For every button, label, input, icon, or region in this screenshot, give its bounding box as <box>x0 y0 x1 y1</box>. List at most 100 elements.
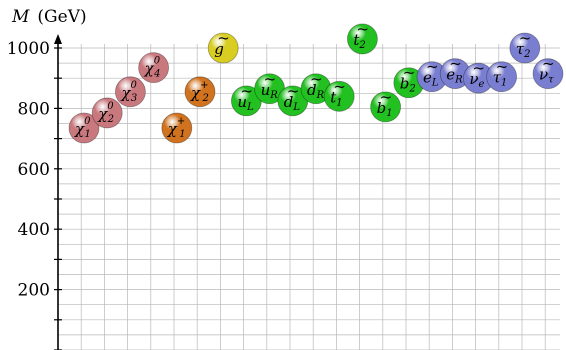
point-label-tilde: ~ <box>356 20 369 38</box>
y-axis-arrow <box>54 34 62 44</box>
data-point: χ0 1 <box>68 112 100 144</box>
point-label-base: τ <box>493 69 502 87</box>
data-point: t2~ <box>346 20 378 55</box>
y-axis-label: M (GeV) <box>11 7 87 27</box>
point-marker <box>486 61 518 93</box>
point-label: χ0 3 <box>120 80 137 104</box>
point-label-sub: τ <box>548 75 554 86</box>
point-label-base: χ <box>97 105 108 123</box>
y-axis-label-unit: (GeV) <box>37 7 86 27</box>
data-point: χ0 2 <box>91 97 123 129</box>
point-label-base: ν <box>469 70 478 88</box>
data-point: g~ <box>207 29 239 64</box>
point-label: dR <box>307 81 325 101</box>
point-label-base: χ <box>74 120 85 138</box>
point-marker <box>370 91 402 123</box>
data-point: b1~ <box>370 88 402 123</box>
point-label-base: b <box>377 99 387 117</box>
data-point: ντ~ <box>532 55 564 90</box>
point-label-sub: 1 <box>501 78 507 89</box>
point-label-tilde: ~ <box>264 70 277 88</box>
point-label-tilde: ~ <box>310 70 323 88</box>
data-point: τ2~ <box>509 29 541 64</box>
data-point: χ+ 2 <box>184 76 216 108</box>
point-label: eL <box>423 69 439 89</box>
point-marker <box>161 112 193 144</box>
point-label-sub: 2 <box>358 40 365 51</box>
point-label-base: e <box>446 66 455 84</box>
point-label: t1 <box>330 88 342 108</box>
data-point: χ0 4 <box>138 52 170 84</box>
point-label-base: d <box>284 93 294 111</box>
point-marker <box>114 76 146 108</box>
point-label: χ+ 1 <box>167 116 186 140</box>
point-label-base: t <box>330 88 337 106</box>
point-label-tilde: ~ <box>240 82 253 100</box>
point-label-sub: e <box>479 79 485 90</box>
y-axis <box>54 34 62 350</box>
point-label-base: χ <box>144 60 155 78</box>
y-tick-label: 800 <box>18 99 50 119</box>
point-marker <box>346 23 378 55</box>
point-label-sub: 4 <box>153 69 160 80</box>
point-label-sub: 1 <box>179 129 185 140</box>
point-label: t2 <box>353 31 365 51</box>
points: χ0 1χ0 2χ0 3χ0 4χ+ 1χ+ 2g~uL~ uR~dL~ dR~t1~t2~b1… <box>68 20 564 144</box>
point-label: χ0 2 <box>97 101 114 125</box>
point-marker <box>532 58 564 90</box>
data-point: τ1~ <box>486 58 518 93</box>
point-label: dL <box>284 93 301 113</box>
point-marker <box>207 32 239 64</box>
point-label-base: d <box>307 81 317 99</box>
point-label-sub: 2 <box>408 84 415 95</box>
point-label-sub: 3 <box>131 93 137 104</box>
point-label-sub: 1 <box>84 129 90 140</box>
point-label-tilde: ~ <box>449 55 462 73</box>
point-label-tilde: ~ <box>426 58 439 76</box>
point-label-sub: L <box>431 78 439 89</box>
point-label-sup: + <box>200 80 208 91</box>
point-label-base: χ <box>190 84 201 102</box>
point-label-base: b <box>400 75 410 93</box>
point-label-tilde: ~ <box>217 29 230 47</box>
point-label: g <box>214 40 224 58</box>
point-marker <box>323 80 355 112</box>
data-point: eR~ <box>439 55 471 90</box>
point-label: eR <box>446 66 463 86</box>
point-label-tilde: ~ <box>519 29 532 47</box>
data-point: χ+ 1 <box>161 112 193 144</box>
point-label-base: χ <box>167 120 178 138</box>
data-point: uR~ <box>254 70 286 105</box>
y-ticks: 200 400 600 800 1000 <box>7 39 62 350</box>
point-label-sub: 2 <box>107 114 114 125</box>
point-marker <box>184 76 216 108</box>
point-label-tilde: ~ <box>380 88 393 106</box>
point-label: χ+ 2 <box>190 80 209 104</box>
point-label-sub: 2 <box>523 49 530 60</box>
point-label: νe <box>469 70 484 90</box>
point-label-base: χ <box>120 84 131 102</box>
point-label: uL <box>237 93 254 113</box>
point-label-sup: 0 <box>84 116 91 127</box>
point-label-sub: 2 <box>201 93 208 104</box>
point-label: ντ <box>539 66 554 86</box>
data-point: dR~ <box>300 70 332 105</box>
point-label-sub: R <box>454 75 463 86</box>
point-label: τ1 <box>493 69 508 89</box>
point-marker <box>68 112 100 144</box>
point-label: uR <box>261 81 279 101</box>
point-label: b2 <box>400 75 416 95</box>
point-label: χ0 4 <box>144 56 161 80</box>
point-marker <box>509 32 541 64</box>
point-label-sub: R <box>316 90 325 101</box>
point-label-sup: 0 <box>107 101 114 112</box>
point-label-sub: 1 <box>336 97 342 108</box>
y-tick-label: 400 <box>18 220 50 240</box>
point-label-sub: L <box>246 102 254 113</box>
point-marker <box>138 52 170 84</box>
point-label-sub: 1 <box>386 108 392 119</box>
y-tick-label: 1000 <box>7 39 50 59</box>
data-point: b2~ <box>393 64 425 99</box>
point-label: b1 <box>377 99 393 119</box>
